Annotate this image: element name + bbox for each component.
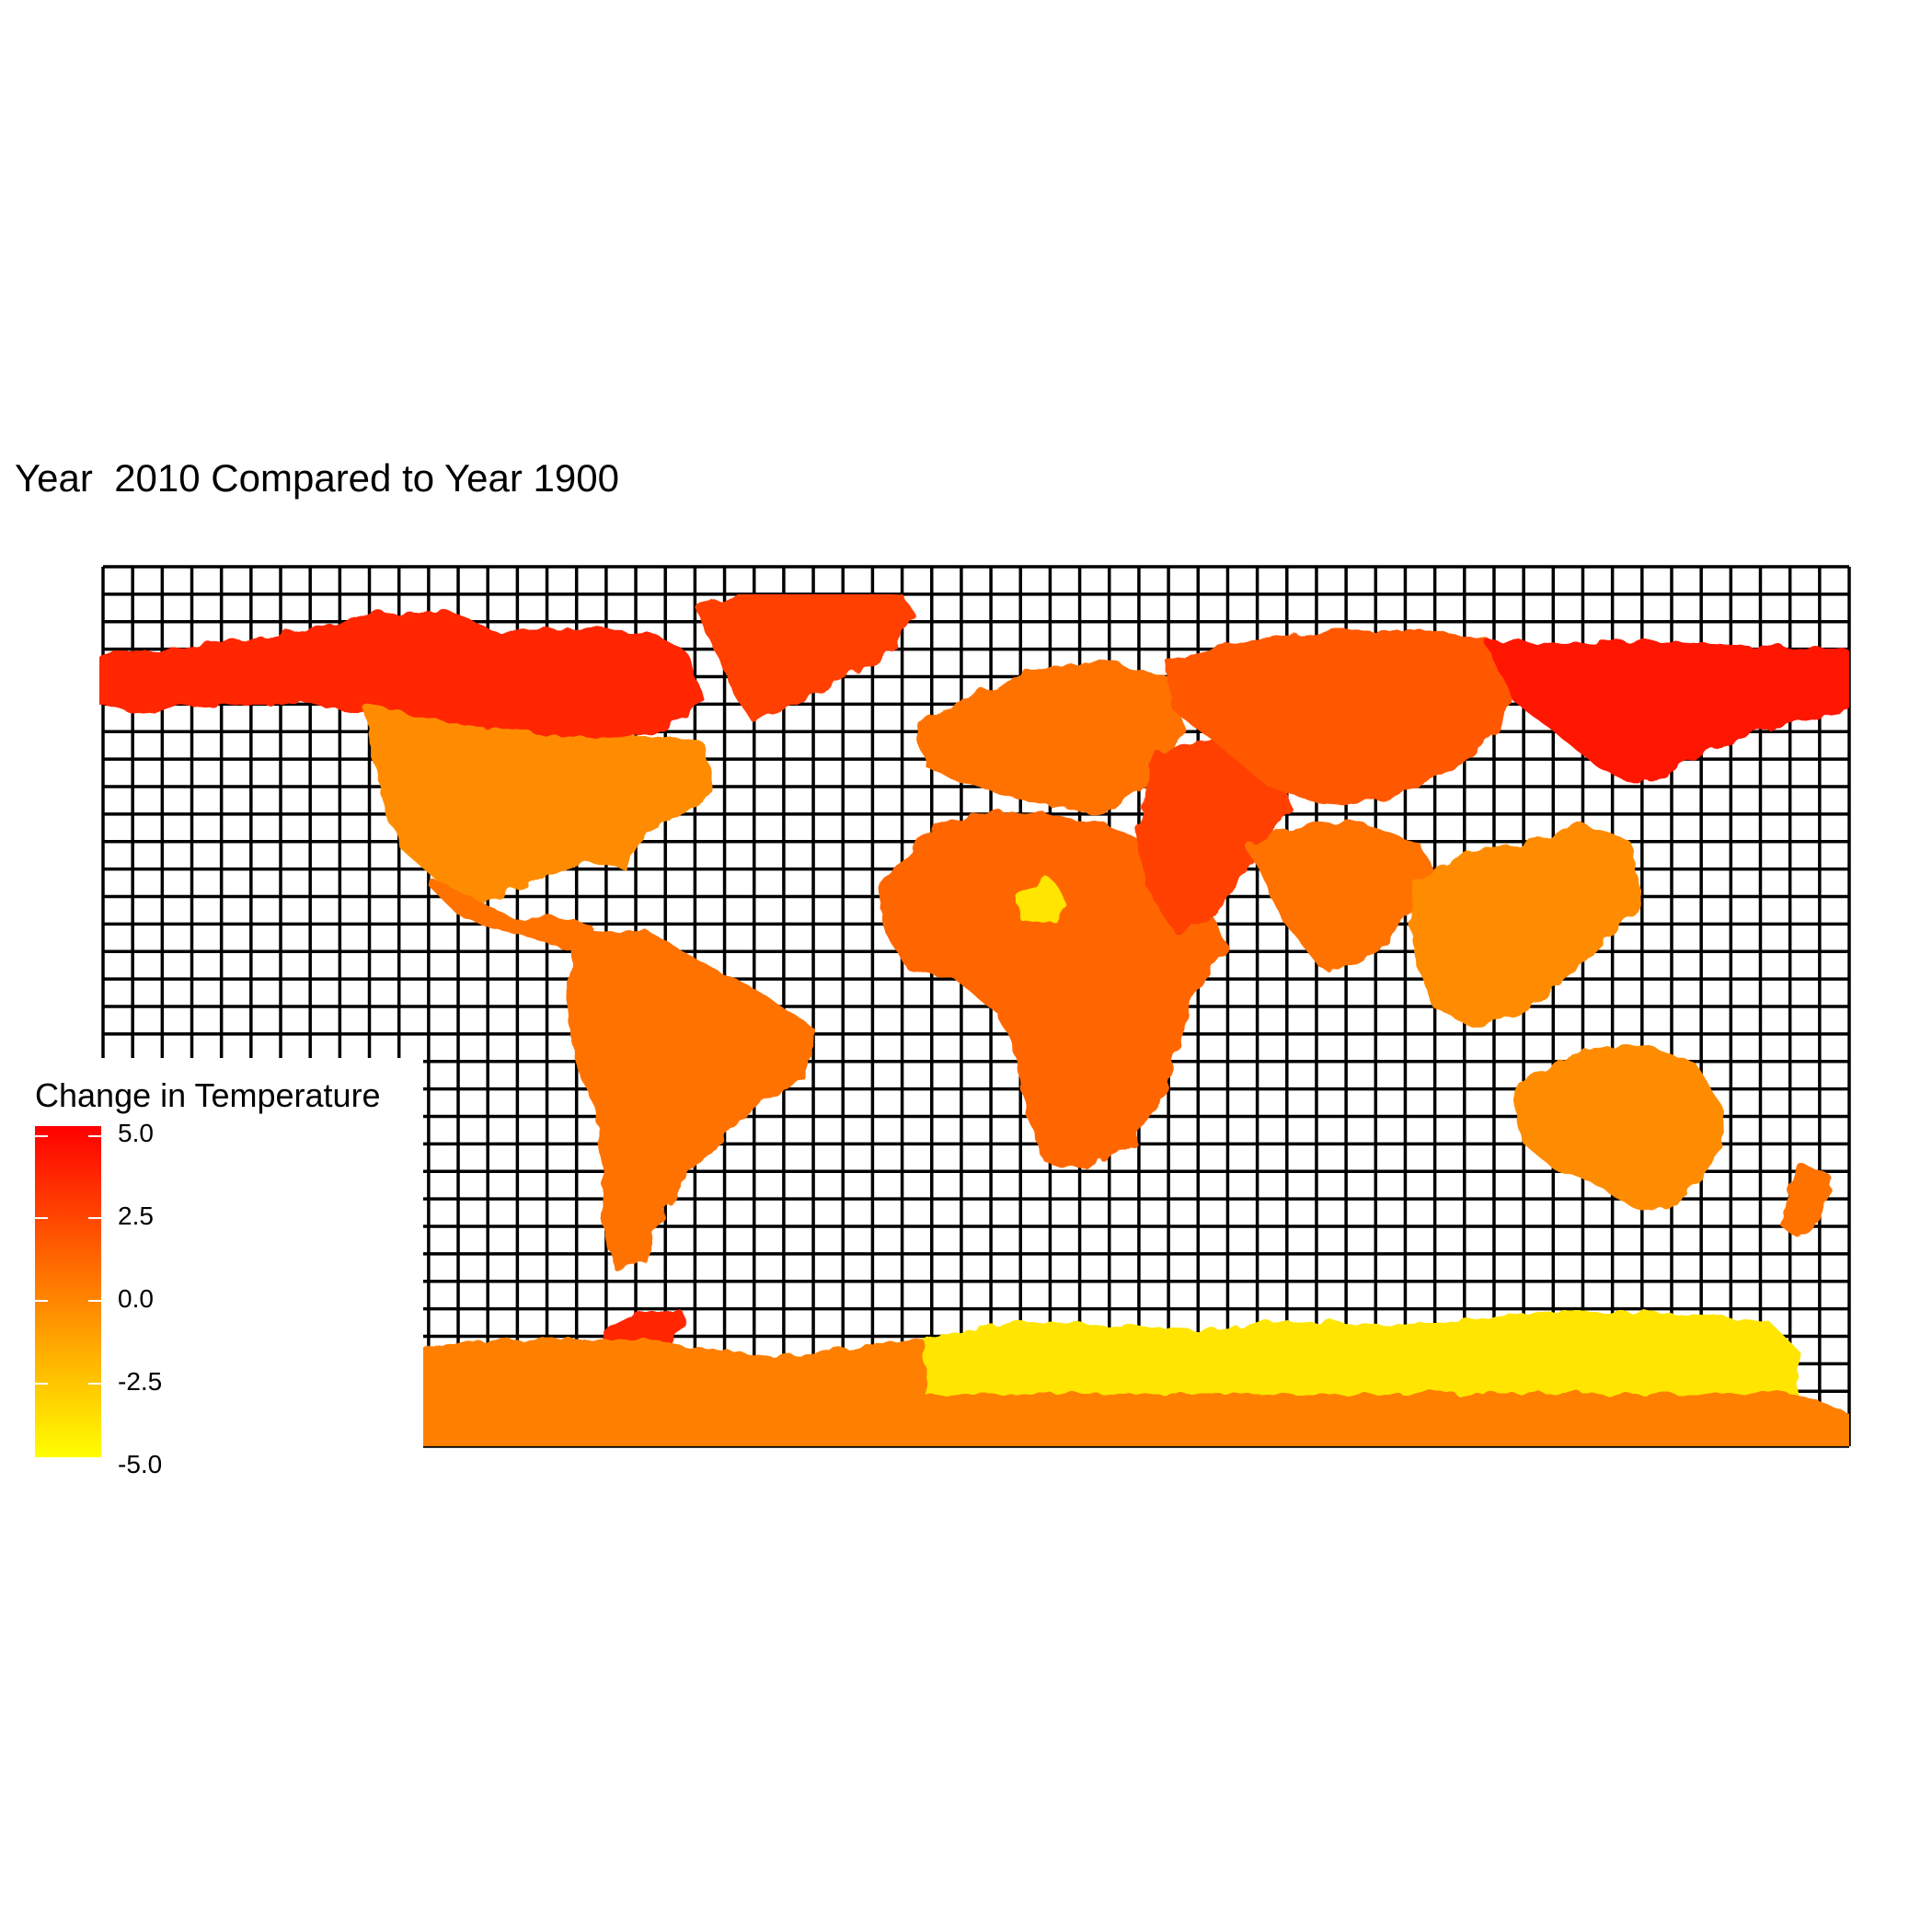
region-australia <box>1513 1044 1725 1210</box>
region-greenland <box>695 590 915 722</box>
legend-label-max: 5.0 <box>118 1119 154 1147</box>
region-east-antarctica <box>915 1311 1799 1403</box>
region-central-sahara <box>1017 879 1067 925</box>
legend-label-mid: 0.0 <box>118 1284 154 1313</box>
legend-label-min: -5.0 <box>118 1450 163 1478</box>
region-south-asia <box>1247 823 1440 971</box>
region-southeast-asia <box>1412 823 1642 1026</box>
legend-tick-mark <box>35 1300 48 1302</box>
region-south-america <box>566 929 814 1270</box>
legend-label-low: -2.5 <box>118 1367 163 1396</box>
legend-tick-mark <box>35 1383 48 1385</box>
legend-tick-mark <box>88 1383 101 1385</box>
legend-tick-mark <box>35 1135 48 1137</box>
color-legend: Change in Temperature 5.0 2.5 0.0 -2.5 -… <box>18 1058 423 1478</box>
legend-tick-mark <box>35 1217 48 1219</box>
legend-label-high: 2.5 <box>118 1202 154 1230</box>
region-siberia <box>1164 630 1513 805</box>
region-far-east-russia <box>1486 639 1854 787</box>
legend-tick-mark <box>88 1217 101 1219</box>
land-areas <box>95 590 1854 1451</box>
legend-tick-mark <box>88 1135 101 1137</box>
legend-color-bar <box>35 1126 101 1457</box>
chart-title: Year 2010 Compared to Year 1900 <box>15 456 619 500</box>
region-alaska-arctic-canada <box>95 610 704 748</box>
legend-tick-mark <box>88 1300 101 1302</box>
region-contiguous-united-states <box>363 704 713 906</box>
legend-title: Change in Temperature <box>35 1076 381 1114</box>
region-new-zealand <box>1780 1164 1831 1237</box>
region-antarctica-coast <box>414 1339 1854 1451</box>
region-africa <box>879 810 1228 1168</box>
